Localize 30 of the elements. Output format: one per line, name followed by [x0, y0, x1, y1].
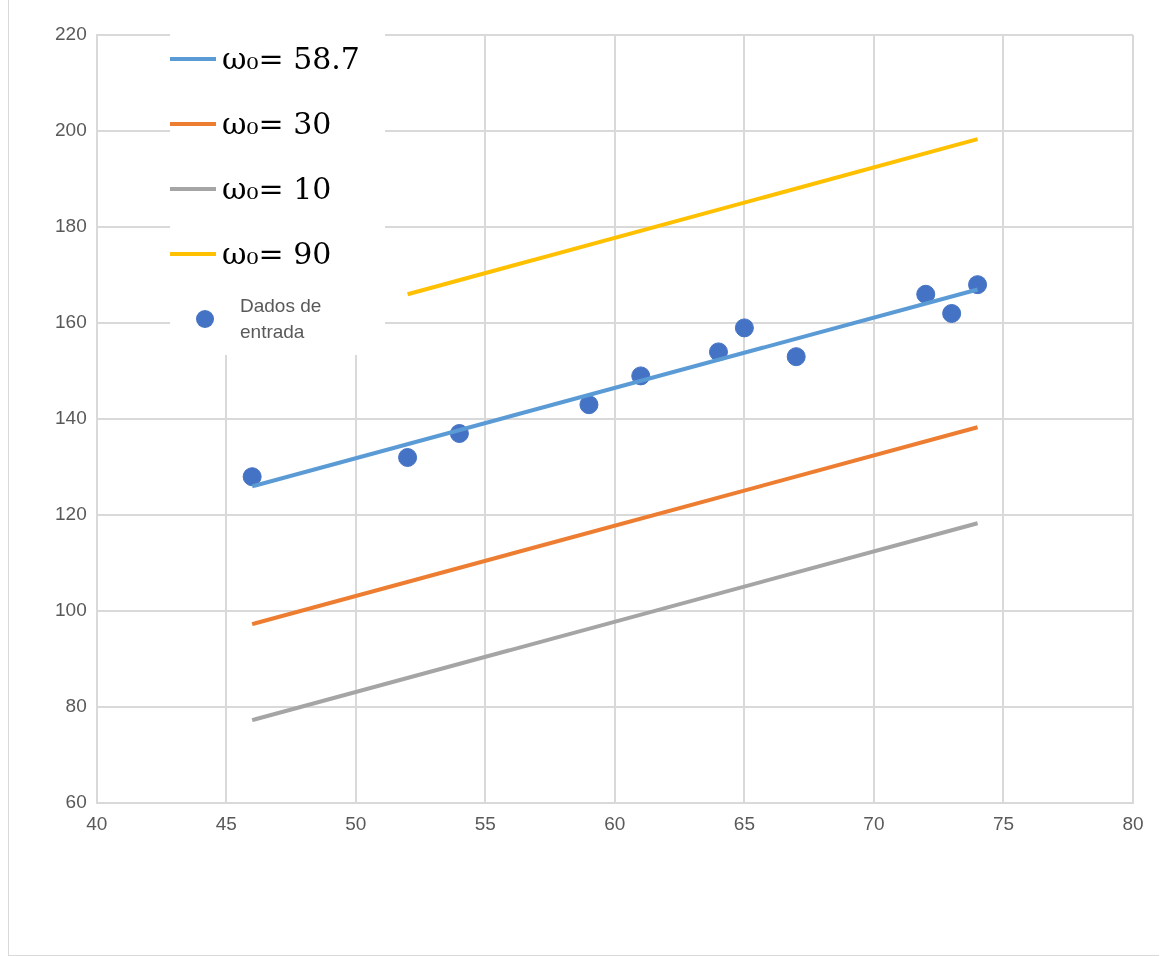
y-tick-label: 200 — [55, 119, 87, 141]
y-tick-label: 100 — [55, 599, 87, 621]
x-tick-label: 80 — [1122, 812, 1144, 834]
y-tick-label: 140 — [55, 407, 87, 429]
point — [579, 395, 599, 415]
x-tick-label: 65 — [733, 812, 755, 834]
x-tick-label: 45 — [215, 812, 237, 834]
point — [242, 467, 262, 487]
point — [942, 303, 962, 323]
y-tick-label: 180 — [55, 215, 87, 237]
legend-label: ω₀= 58.7 — [222, 41, 360, 76]
point — [916, 284, 936, 304]
legend-label: Dados de entrada — [240, 293, 323, 344]
x-tick-label: 55 — [474, 812, 496, 834]
x-tick-label: 50 — [345, 812, 367, 834]
x-tick-label: 40 — [86, 812, 108, 834]
legend-label: ω₀= 30 — [222, 106, 332, 141]
y-tick-label: 120 — [55, 503, 87, 525]
y-tick-label: 80 — [65, 695, 87, 717]
y-tick-label: 160 — [55, 311, 87, 333]
x-tick-label: 60 — [604, 812, 626, 834]
legend-label: ω₀= 90 — [222, 236, 332, 271]
x-tick-label: 70 — [863, 812, 885, 834]
point — [786, 347, 806, 367]
y-tick-label: 60 — [65, 791, 87, 813]
point — [734, 318, 754, 338]
point — [398, 448, 418, 468]
y-tick-label: 220 — [55, 23, 87, 45]
legend-label: ω₀= 10 — [222, 171, 332, 206]
x-tick-label: 75 — [992, 812, 1015, 834]
